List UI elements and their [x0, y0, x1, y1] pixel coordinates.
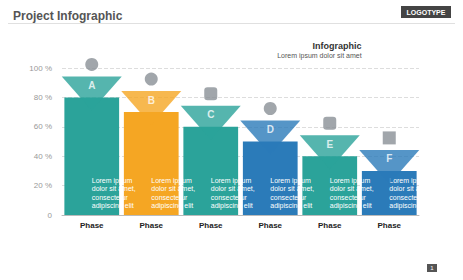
svg-text:Phase: Phase	[258, 221, 282, 230]
svg-text:1: 1	[430, 265, 434, 271]
svg-text:LOGOTYPE: LOGOTYPE	[407, 9, 446, 16]
svg-text:Lorem ipsum: Lorem ipsum	[330, 177, 372, 185]
svg-text:Phase: Phase	[80, 221, 104, 230]
svg-text:consectetur: consectetur	[389, 194, 427, 201]
svg-text:Lorem ipsum: Lorem ipsum	[389, 177, 431, 185]
svg-text:60 %: 60 %	[34, 122, 52, 131]
svg-text:Lorem ipsum: Lorem ipsum	[270, 177, 312, 185]
svg-text:Phase: Phase	[377, 221, 401, 230]
svg-text:dolor sit amet,: dolor sit amet,	[151, 185, 197, 192]
svg-text:C: C	[207, 109, 214, 120]
svg-text:80 %: 80 %	[34, 93, 52, 102]
svg-text:consectetur: consectetur	[92, 194, 130, 201]
svg-text:consectetur: consectetur	[151, 194, 189, 201]
svg-text:consectetur: consectetur	[211, 194, 249, 201]
svg-text:A: A	[88, 80, 95, 91]
svg-text:B: B	[148, 95, 155, 106]
svg-text:D: D	[267, 124, 274, 135]
svg-text:Lorem ipsum: Lorem ipsum	[151, 177, 193, 185]
svg-text:Lorem ipsum: Lorem ipsum	[211, 177, 253, 185]
svg-text:100 %: 100 %	[29, 64, 52, 73]
svg-text:20 %: 20 %	[34, 181, 52, 190]
svg-text:F: F	[386, 153, 392, 164]
svg-text:adipiscing elit: adipiscing elit	[92, 202, 134, 210]
svg-text:dolor sit amet,: dolor sit amet,	[389, 185, 435, 192]
svg-text:consectetur: consectetur	[270, 194, 308, 201]
svg-text:Phase: Phase	[199, 221, 223, 230]
svg-text:Phase: Phase	[139, 221, 163, 230]
svg-text:adipiscing elit: adipiscing elit	[330, 202, 372, 210]
svg-text:dolor sit amet,: dolor sit amet,	[92, 185, 138, 192]
svg-text:adipiscing elit: adipiscing elit	[270, 202, 312, 210]
svg-text:40 %: 40 %	[34, 152, 52, 161]
svg-text:Lorem ipsum: Lorem ipsum	[92, 177, 134, 185]
svg-text:dolor sit amet,: dolor sit amet,	[211, 185, 257, 192]
svg-text:dolor sit amet,: dolor sit amet,	[330, 185, 376, 192]
svg-text:Phase: Phase	[318, 221, 342, 230]
svg-text:E: E	[326, 139, 333, 150]
svg-text:Project Infographic: Project Infographic	[13, 9, 123, 23]
svg-text:Infographic: Infographic	[313, 41, 362, 51]
svg-text:adipiscing elit: adipiscing elit	[151, 202, 193, 210]
svg-text:consectetur: consectetur	[330, 194, 368, 201]
svg-text:0: 0	[48, 211, 53, 220]
svg-text:adipiscing elit: adipiscing elit	[211, 202, 253, 210]
svg-text:adipiscing elit: adipiscing elit	[389, 202, 431, 210]
svg-text:dolor sit amet,: dolor sit amet,	[270, 185, 316, 192]
svg-text:Lorem ipsum dolor sit amet: Lorem ipsum dolor sit amet	[277, 52, 361, 60]
